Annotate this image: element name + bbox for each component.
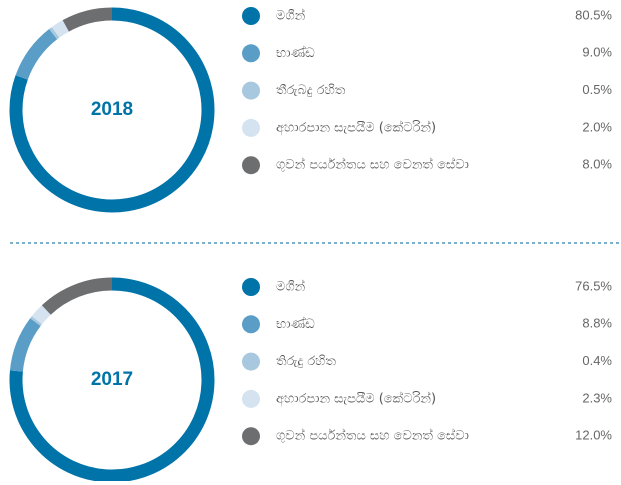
value-label: 80.5% bbox=[575, 7, 612, 22]
legend-swatch bbox=[242, 315, 260, 334]
legend-label: තීරුබදු රහිත bbox=[276, 83, 346, 98]
legend-swatch bbox=[242, 156, 260, 175]
legend-label: අහාරපාන සැපයීම (කේටරින්) bbox=[276, 390, 436, 406]
legend-label: මගීන් bbox=[276, 7, 306, 23]
donut-slice bbox=[31, 305, 51, 325]
value-label: 9.0% bbox=[582, 45, 612, 60]
donut-slice bbox=[9, 318, 41, 372]
donut-slice bbox=[15, 29, 58, 80]
value-label: 8.0% bbox=[582, 157, 612, 172]
center-title: 2018 bbox=[91, 99, 133, 120]
legend-swatch bbox=[242, 389, 260, 408]
legend-swatch bbox=[242, 44, 260, 63]
value-label: 0.5% bbox=[582, 82, 612, 97]
donut-slice bbox=[62, 7, 113, 32]
legend-label: භාණ්ඩ bbox=[276, 45, 315, 61]
legend-label: අහාරපාන සැපයීම (කේටරින්) bbox=[276, 119, 436, 135]
legend-swatch bbox=[242, 352, 260, 371]
legend-swatch bbox=[242, 118, 260, 137]
donut-slice bbox=[51, 20, 69, 38]
donut-slice bbox=[41, 277, 113, 315]
legend-label: මගීන් bbox=[276, 278, 306, 294]
value-label: 0.4% bbox=[582, 353, 612, 368]
value-label: 2.0% bbox=[582, 119, 612, 134]
legend-swatch bbox=[242, 278, 260, 296]
legend-swatch bbox=[242, 81, 260, 100]
legend-label: ගුවන් පර්යන්තය සහ වෙනත් සේවා bbox=[276, 428, 469, 444]
value-label: 76.5% bbox=[575, 278, 612, 293]
donut-slice bbox=[49, 27, 60, 40]
legend-swatch bbox=[242, 427, 260, 446]
legend-swatch bbox=[242, 7, 260, 25]
legend-label: භාණ්ඩ bbox=[276, 316, 315, 332]
value-label: 8.8% bbox=[582, 316, 612, 331]
legend-label: තිරුදු රහිත bbox=[276, 354, 336, 369]
value-label: 12.0% bbox=[575, 428, 612, 443]
donut-slice bbox=[9, 277, 215, 483]
donut-slice bbox=[9, 7, 215, 213]
center-title: 2017 bbox=[91, 369, 133, 390]
donut-slice bbox=[30, 316, 42, 327]
value-label: 2.3% bbox=[582, 390, 612, 405]
legend-label: ගුවන් පර්යන්තය සහ වෙනත් සේවා bbox=[276, 157, 469, 173]
